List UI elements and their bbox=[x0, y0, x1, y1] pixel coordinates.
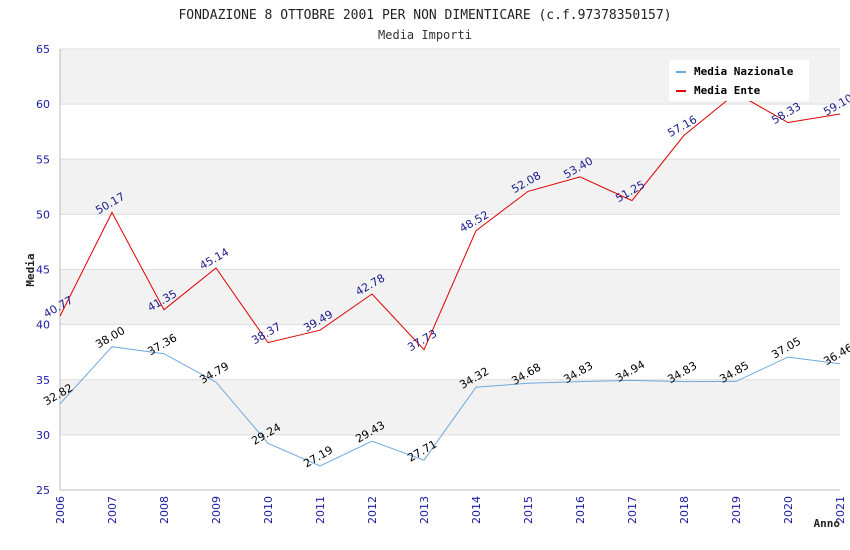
x-tick-label: 2014 bbox=[470, 496, 483, 524]
x-tick-label: 2010 bbox=[262, 496, 275, 524]
x-axis-label: Anno bbox=[814, 517, 841, 530]
series-line-media-nazionale bbox=[59, 346, 841, 467]
x-tick-label: 2012 bbox=[366, 496, 379, 524]
background-bands bbox=[60, 49, 840, 490]
legend-box bbox=[669, 60, 809, 101]
chart-title: FONDAZIONE 8 OTTOBRE 2001 PER NON DIMENT… bbox=[178, 8, 671, 23]
y-tick-label: 55 bbox=[36, 153, 50, 166]
x-tick-label: 2019 bbox=[730, 496, 743, 524]
y-tick-label: 30 bbox=[36, 429, 50, 442]
chart-subtitle: Media Importi bbox=[378, 28, 472, 42]
grid-band bbox=[60, 324, 840, 380]
y-tick-labels: 25 30 35 40 45 50 55 60 65 bbox=[36, 43, 50, 497]
y-tick-label: 60 bbox=[36, 98, 50, 111]
legend-label-media-nazionale: Media Nazionale bbox=[694, 65, 794, 78]
grid-band bbox=[60, 434, 840, 490]
y-tick-label: 40 bbox=[36, 319, 50, 332]
x-tick-label: 2021 bbox=[834, 496, 847, 524]
series-lines bbox=[59, 92, 841, 467]
legend: Media Nazionale Media Ente bbox=[669, 60, 809, 101]
y-tick-label: 65 bbox=[36, 43, 50, 56]
x-tick-label: 2013 bbox=[418, 496, 431, 524]
x-tick-label: 2016 bbox=[574, 496, 587, 524]
x-tick-label: 2008 bbox=[158, 496, 171, 524]
y-tick-label: 45 bbox=[36, 264, 50, 277]
x-tick-label: 2017 bbox=[626, 496, 639, 524]
axes bbox=[59, 49, 840, 491]
x-tick-labels: 2006 2007 2008 2009 2010 2011 2012 2013 2014 2015… bbox=[54, 496, 847, 524]
y-tick-label: 25 bbox=[36, 484, 50, 497]
grid-band bbox=[60, 159, 840, 215]
x-tick-label: 2018 bbox=[678, 496, 691, 524]
grid-band bbox=[60, 104, 840, 160]
y-axis-label: Media bbox=[24, 253, 37, 286]
x-tick-label: 2011 bbox=[314, 496, 327, 524]
legend-label-media-ente: Media Ente bbox=[694, 84, 761, 97]
grid-band bbox=[60, 269, 840, 325]
y-tick-label: 35 bbox=[36, 374, 50, 387]
y-tick-label: 50 bbox=[36, 208, 50, 221]
x-tick-label: 2007 bbox=[106, 496, 119, 524]
x-tick-label: 2009 bbox=[210, 496, 223, 524]
grid-band bbox=[60, 214, 840, 270]
grid-band bbox=[60, 379, 840, 435]
x-tick-label: 2006 bbox=[54, 496, 67, 524]
x-tick-label: 2020 bbox=[782, 496, 795, 524]
series-line-media-ente bbox=[59, 92, 841, 351]
x-tick-label: 2015 bbox=[522, 496, 535, 524]
